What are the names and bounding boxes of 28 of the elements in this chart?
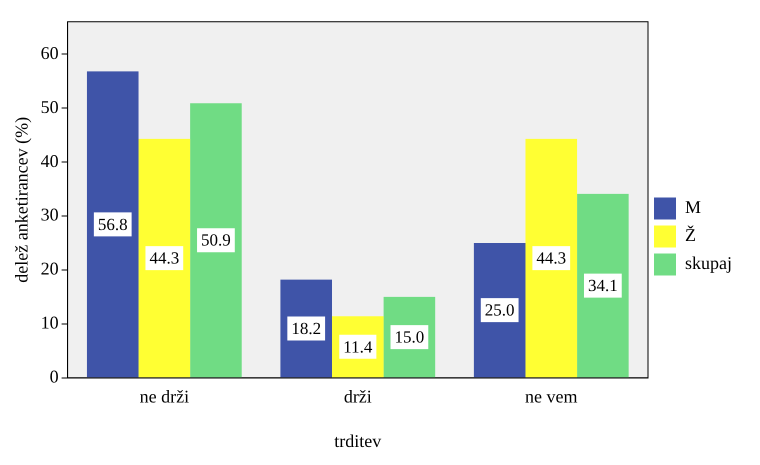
data-label: 18.2 [291,318,322,338]
data-label: 44.3 [149,248,180,268]
bar [525,138,578,378]
y-tick-label: 0 [50,366,59,387]
x-tick-label: ne drži [140,386,190,406]
bar [138,138,190,378]
data-label: 25.0 [484,300,515,320]
y-axis-title: delež anketirancev (%) [12,116,32,283]
data-label: 56.8 [98,214,128,234]
data-label: 44.3 [536,248,566,268]
y-tick-label: 40 [40,150,59,171]
data-label: 50.9 [201,230,231,250]
y-tick-label: 20 [40,258,59,279]
data-label: 34.1 [588,276,618,296]
x-tick-label: ne vem [525,386,578,406]
bar [86,71,139,378]
legend-label: skupaj [685,253,732,274]
y-tick-label: 60 [40,42,59,63]
y-tick-label: 10 [40,312,59,333]
data-label: 15.0 [394,328,424,347]
legend-label: Ž [685,225,696,246]
y-tick-label: 30 [40,204,59,225]
legend-label: M [685,197,702,218]
y-tick-label: 50 [40,96,59,117]
x-axis-title: trditev [334,430,382,451]
x-tick-label: drži [344,386,372,406]
bar [190,103,242,378]
data-label: 11.4 [343,337,373,356]
